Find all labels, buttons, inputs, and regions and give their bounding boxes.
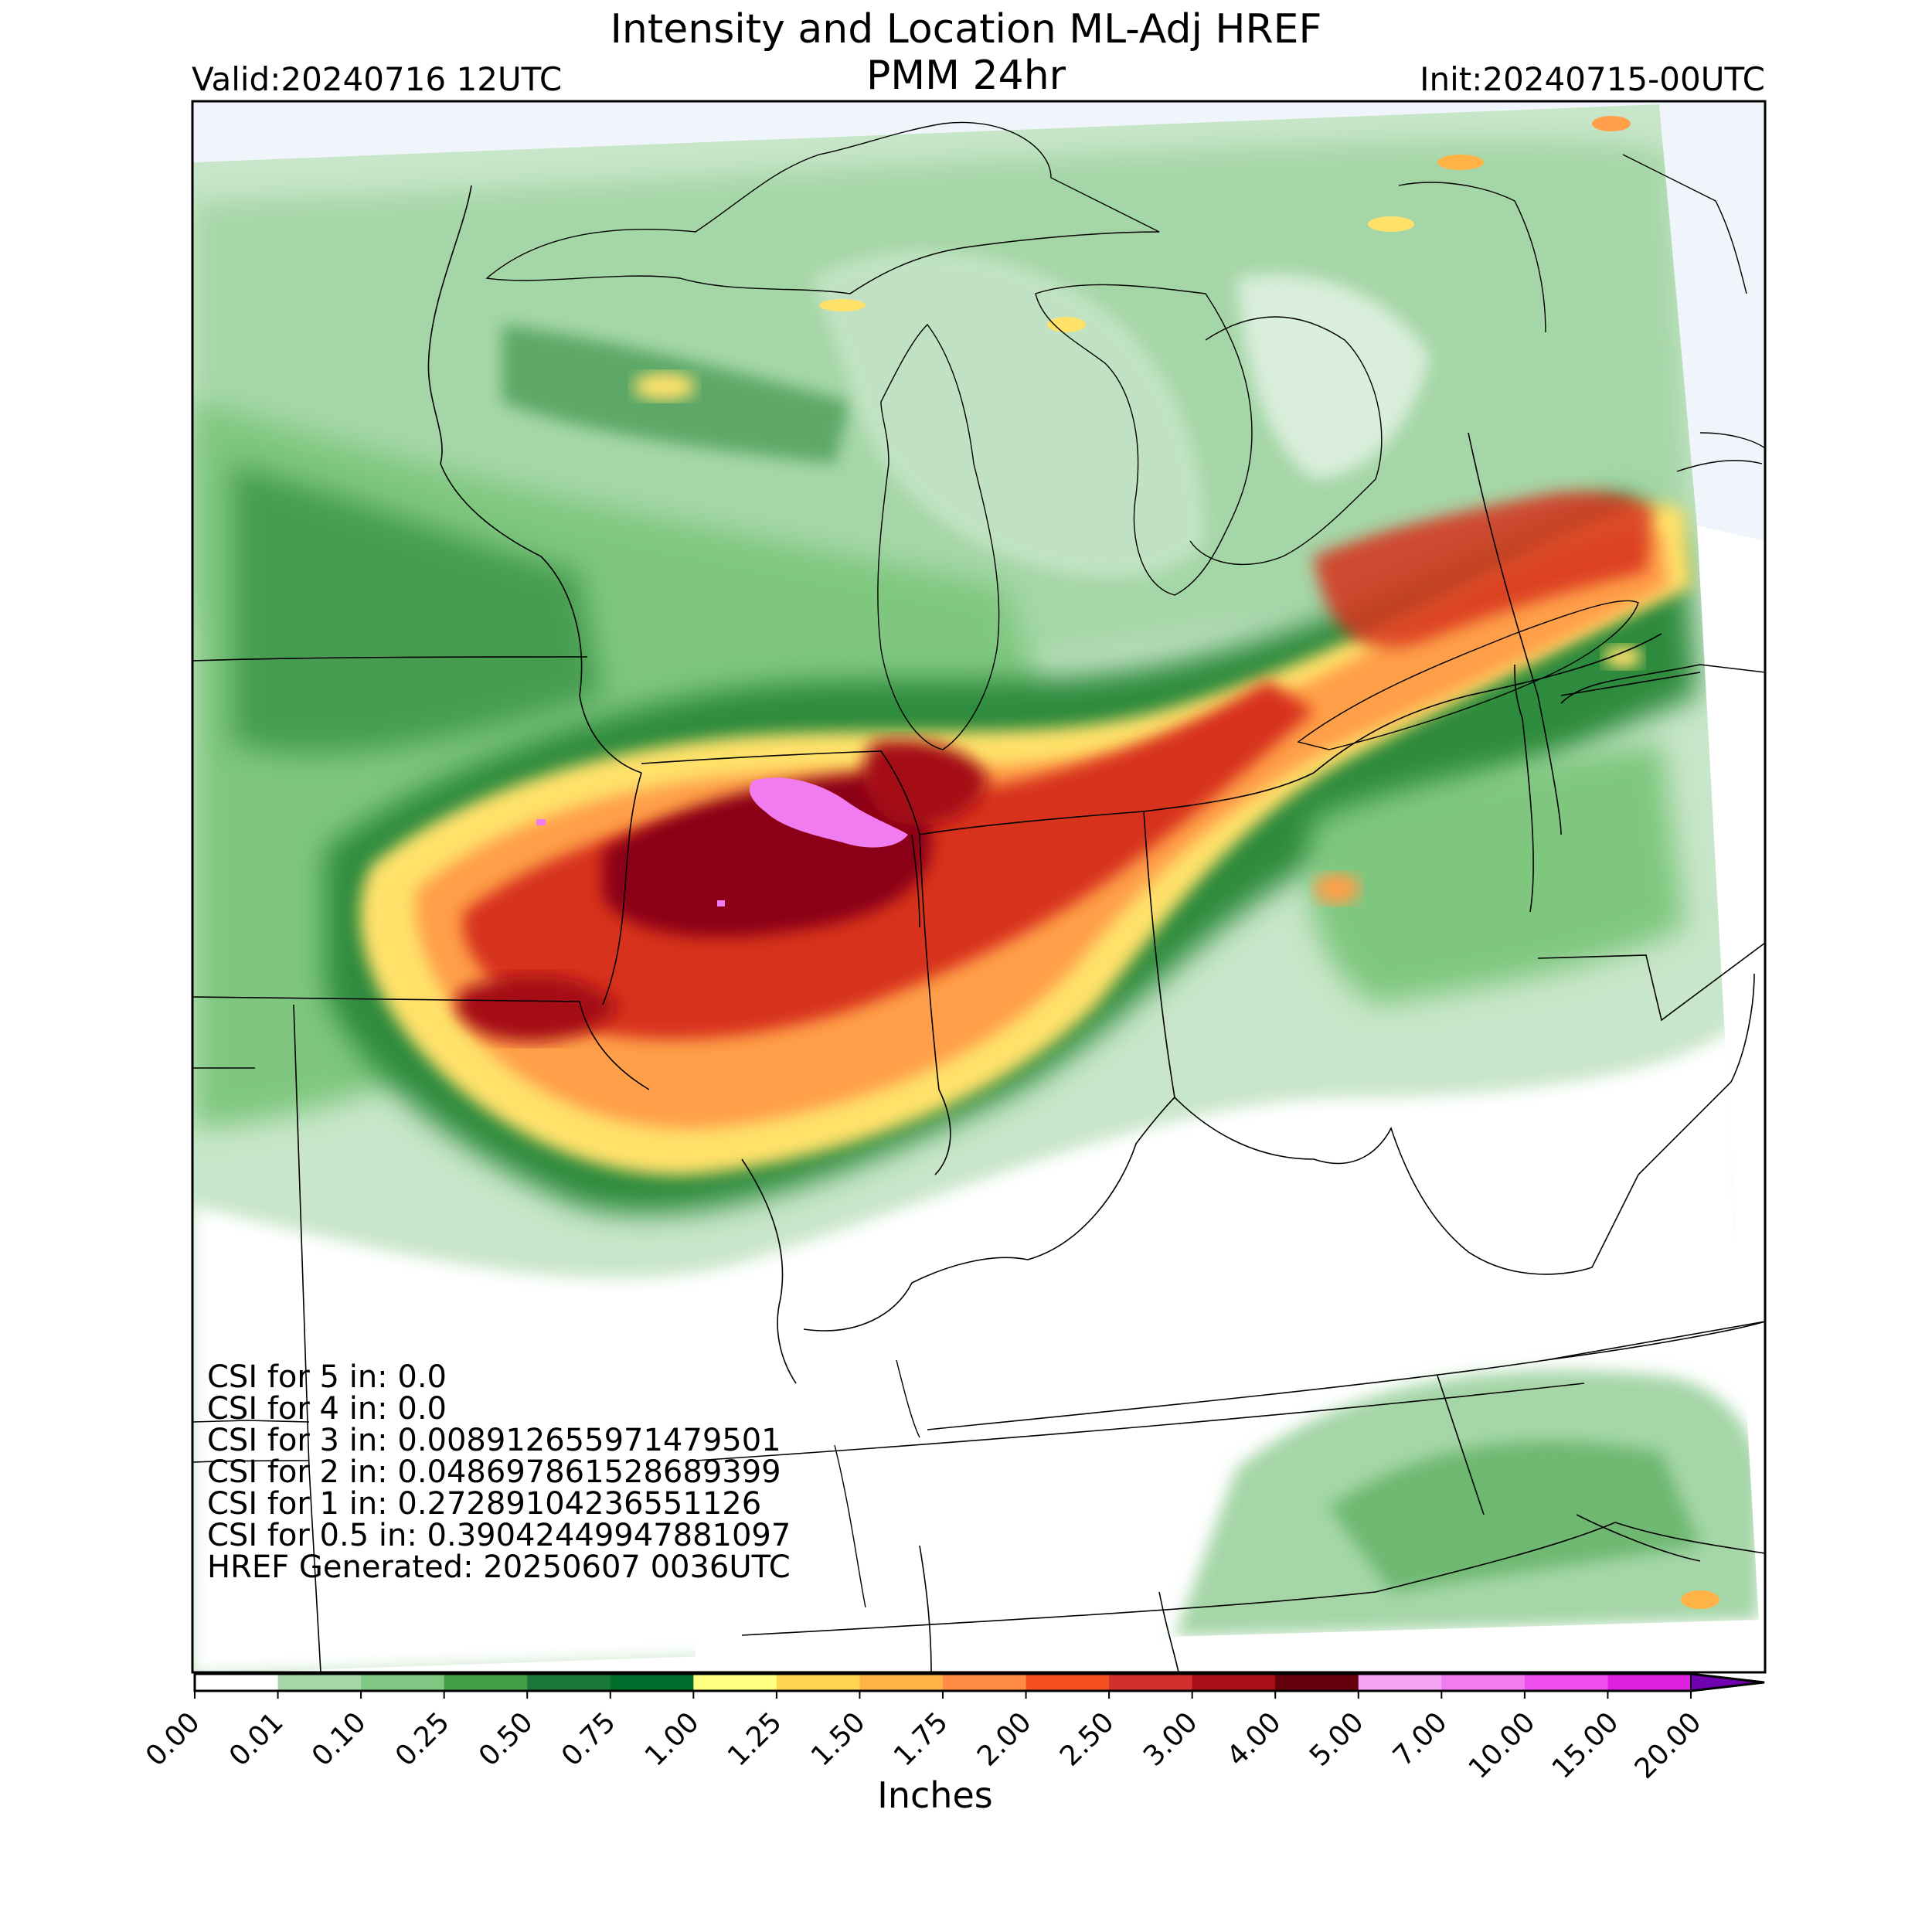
outside-domain-water [192,101,1765,541]
boundaries [192,185,1765,1672]
colorbar-segment [859,1674,944,1691]
csi-1in: CSI for 1 in: 0.27289104236551126 [207,1486,762,1522]
colorbar-segment [1109,1674,1193,1691]
colorbar-label: Inches [877,1774,993,1816]
colorbar-segment [1607,1674,1692,1691]
lake-huron [1189,316,1383,566]
href-generated: HREF Generated: 20250607 0036UTC [207,1549,791,1585]
colorbar-segment [1358,1674,1442,1691]
colorbar-segment [527,1674,611,1691]
colorbar-segment [1441,1674,1526,1691]
colorbar-segment [277,1674,362,1691]
colorbar-segment [195,1674,279,1691]
map-frame [191,100,1767,1674]
csi-3in: CSI for 3 in: 0.008912655971479501 [207,1423,781,1458]
michigan-lower-peninsula [1035,284,1253,596]
lake-michigan [877,323,1000,750]
lake-erie [1297,600,1639,750]
colorbar-segment [776,1674,860,1691]
map-subtitle: PMM 24hr [866,53,1066,99]
colorbar-segment [610,1674,694,1691]
colorbar-segment [1192,1674,1276,1691]
colorbar-extend-arrow [1690,1672,1765,1692]
lake-shorelines [485,121,1765,1608]
csi-05in: CSI for 0.5 in: 0.39042449947881097 [207,1518,791,1553]
colorbar-outline [193,1672,1765,1692]
csi-4in: CSI for 4 in: 0.0 [207,1391,447,1427]
colorbar-segment [693,1674,777,1691]
colorbar-segment [1026,1674,1110,1691]
colorbar-segment [1275,1674,1359,1691]
init-time: Init:20240715-00UTC [1420,60,1765,98]
precip-field [193,104,1759,1672]
csi-5in: CSI for 5 in: 0.0 [207,1359,447,1395]
valid-time: Valid:20240716 12UTC [192,60,563,98]
colorbar-segment [444,1674,528,1691]
colorbar [193,1672,1765,1699]
colorbar-segment [361,1674,445,1691]
csi-stats: CSI for 5 in: 0.0 CSI for 4 in: 0.0 CSI … [207,1362,791,1583]
map-title: Intensity and Location ML-Adj HREF [610,6,1322,53]
colorbar-segment [1524,1674,1608,1691]
lake-superior [485,121,1160,294]
lake-ontario [1676,460,1763,472]
csi-2in: CSI for 2 in: 0.048697861528689399 [207,1454,781,1490]
colorbar-segment [943,1674,1027,1691]
minnesota-wisconsin-border [427,185,642,774]
